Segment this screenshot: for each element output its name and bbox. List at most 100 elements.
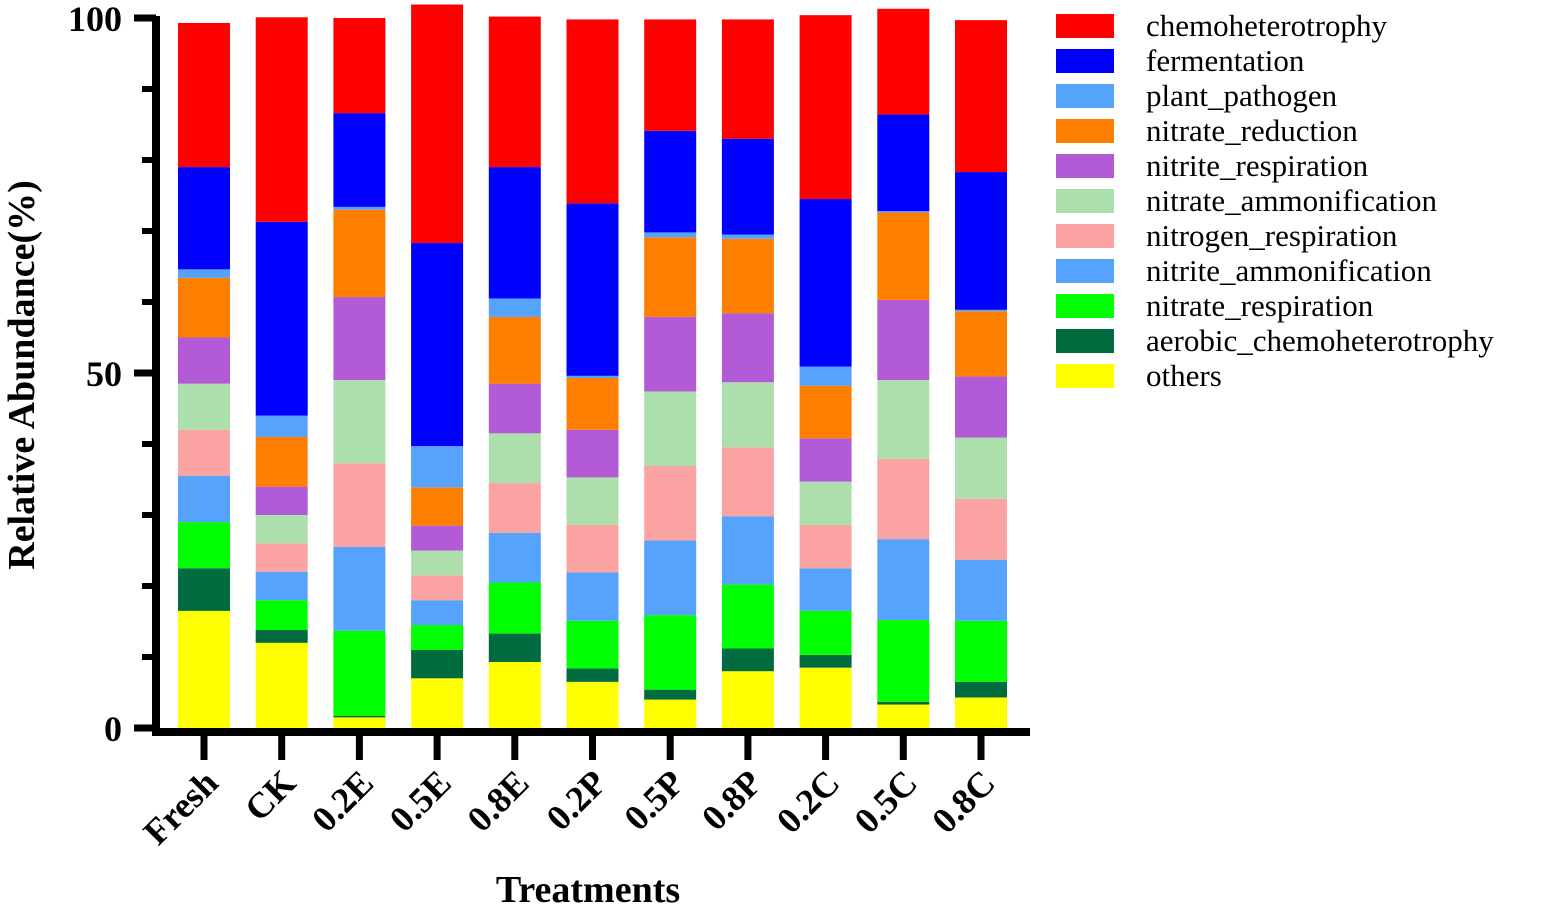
bar-CK-fermentation — [255, 221, 308, 416]
bar-0.2C-nitrite_respiration — [799, 438, 852, 482]
bar-0.8E-nitrate_ammonification — [488, 433, 541, 484]
bar-0.5E-chemoheterotrophy — [411, 4, 464, 244]
bar-CK-nitrogen_respiration — [255, 543, 308, 572]
bar-0.8E-aerobic_chemoheterotrophy — [488, 633, 541, 662]
bar-Fresh-nitrate_respiration — [178, 522, 230, 569]
bar-0.8C-nitrate_reduction — [955, 311, 1007, 377]
legend-swatch-nitrite_respiration — [1056, 154, 1114, 178]
bar-0.2P-nitrate_ammonification — [566, 477, 619, 525]
bar-0.5E-nitrogen_respiration — [411, 575, 464, 601]
bar-Fresh-nitrite_respiration — [178, 337, 230, 384]
bar-0.8C-others — [955, 697, 1007, 728]
bar-0.2P-nitrate_respiration — [566, 620, 619, 669]
bar-0.5C-fermentation — [877, 114, 930, 212]
bar-0.2C-nitrate_respiration — [799, 610, 852, 655]
legend-label-others: others — [1146, 358, 1222, 393]
bar-CK-nitrite_ammonification — [255, 571, 308, 601]
bar-Fresh-others — [178, 610, 230, 728]
bar-0.8P-nitrite_respiration — [721, 313, 774, 383]
bar-0.8C-nitrite_ammonification — [955, 559, 1007, 621]
bar-0.2E-others — [333, 717, 386, 728]
bar-0.5E-aerobic_chemoheterotrophy — [411, 649, 464, 679]
bar-0.5P-nitrate_ammonification — [644, 391, 697, 467]
bar-0.8C-plant_pathogen — [955, 309, 1007, 312]
y-ticks: 0 50 100 — [68, 0, 156, 749]
bar-Fresh-nitrate_reduction — [178, 277, 230, 338]
bar-0.5P-nitrogen_respiration — [644, 466, 697, 541]
bar-0.5P-fermentation — [644, 130, 697, 233]
bar-0.8P-nitrate_ammonification — [721, 382, 774, 448]
bar-0.2P-plant_pathogen — [566, 375, 619, 378]
legend-label-nitrogen_respiration: nitrogen_respiration — [1146, 218, 1398, 253]
bar-0.5E-nitrate_respiration — [411, 625, 464, 650]
bar-0.2P-aerobic_chemoheterotrophy — [566, 668, 619, 682]
x-ticks: Fresh CK 0.2E 0.5E 0.8E 0.2P 0.5P 0.8P 0.2C 0.5C 0… — [136, 732, 1003, 852]
x-tick-label-0.5E: 0.5E — [382, 762, 459, 839]
legend-label-fermentation: fermentation — [1146, 43, 1305, 78]
bar-0.2C-nitrate_ammonification — [799, 481, 852, 525]
legend-swatch-aerobic_chemoheterotrophy — [1056, 329, 1114, 353]
x-tick-label-0.8C: 0.8C — [924, 762, 1002, 840]
bar-0.8E-nitrite_ammonification — [488, 532, 541, 583]
bar-0.5E-fermentation — [411, 243, 464, 447]
bar-0.8C-nitrate_ammonification — [955, 437, 1007, 499]
bar-0.5P-nitrate_respiration — [644, 615, 697, 690]
bar-0.2E-fermentation — [333, 113, 386, 207]
x-tick-label-0.2E: 0.2E — [304, 762, 381, 839]
bar-0.2E-chemoheterotrophy — [333, 18, 386, 114]
legend-swatch-nitrogen_respiration — [1056, 224, 1114, 248]
bar-CK-plant_pathogen — [255, 415, 308, 437]
bar-0.2P-nitrite_respiration — [566, 429, 619, 478]
y-axis-title: Relative Abundance(%) — [1, 180, 43, 570]
bar-0.5P-others — [644, 699, 697, 728]
bar-CK-nitrate_ammonification — [255, 515, 308, 544]
bar-0.2E-aerobic_chemoheterotrophy — [333, 715, 386, 718]
bar-0.5P-nitrate_reduction — [644, 237, 697, 317]
bar-0.5P-aerobic_chemoheterotrophy — [644, 689, 697, 700]
bar-0.8C-nitrate_respiration — [955, 620, 1007, 682]
bar-0.2C-nitrogen_respiration — [799, 524, 852, 569]
bar-0.5P-plant_pathogen — [644, 232, 697, 238]
legend-label-plant_pathogen: plant_pathogen — [1146, 78, 1338, 113]
x-tick-label-0.5C: 0.5C — [846, 762, 924, 840]
bar-0.2P-fermentation — [566, 203, 619, 376]
bar-0.2C-nitrate_reduction — [799, 385, 852, 439]
bar-0.5C-others — [877, 704, 930, 728]
bar-0.5E-plant_pathogen — [411, 446, 464, 488]
x-tick-label-0.2P: 0.2P — [538, 762, 614, 838]
bar-0.8E-nitrate_respiration — [488, 582, 541, 634]
bar-CK-aerobic_chemoheterotrophy — [255, 630, 308, 643]
bar-0.2C-others — [799, 667, 852, 728]
bar-0.5E-others — [411, 678, 464, 728]
x-tick-label-CK: CK — [237, 762, 303, 828]
legend-swatch-plant_pathogen — [1056, 84, 1114, 108]
x-tick-label-0.8E: 0.8E — [459, 762, 536, 839]
bar-0.5C-nitrite_respiration — [877, 299, 930, 381]
legend-label-nitrate_respiration: nitrate_respiration — [1146, 288, 1374, 323]
y-tick-label-50: 50 — [86, 354, 122, 394]
bar-0.2E-nitrite_ammonification — [333, 546, 386, 631]
legend: chemoheterotrophyfermentationplant_patho… — [1056, 8, 1494, 393]
bar-0.5C-plant_pathogen — [877, 211, 930, 213]
bar-CK-nitrite_respiration — [255, 486, 308, 515]
bar-0.8P-aerobic_chemoheterotrophy — [721, 648, 774, 672]
bar-0.8E-fermentation — [488, 167, 541, 299]
y-tick-label-100: 100 — [68, 0, 122, 39]
x-tick-label-0.2C: 0.2C — [769, 762, 847, 840]
bar-0.8P-nitrate_reduction — [721, 238, 774, 314]
bar-Fresh-nitrogen_respiration — [178, 429, 230, 476]
bar-0.2P-others — [566, 681, 619, 728]
bar-Fresh-nitrate_ammonification — [178, 383, 230, 430]
bar-CK-nitrate_reduction — [255, 436, 308, 487]
bar-0.2E-plant_pathogen — [333, 206, 386, 210]
legend-swatch-nitrate_ammonification — [1056, 189, 1114, 213]
legend-swatch-nitrate_respiration — [1056, 294, 1114, 318]
bar-0.8C-nitrogen_respiration — [955, 498, 1007, 560]
bar-0.2C-plant_pathogen — [799, 366, 852, 386]
bar-0.5C-nitrate_ammonification — [877, 380, 930, 459]
bar-0.8E-plant_pathogen — [488, 298, 541, 317]
bar-0.2C-nitrite_ammonification — [799, 568, 852, 611]
bar-0.5P-nitrite_respiration — [644, 316, 697, 392]
bar-0.8E-others — [488, 661, 541, 728]
